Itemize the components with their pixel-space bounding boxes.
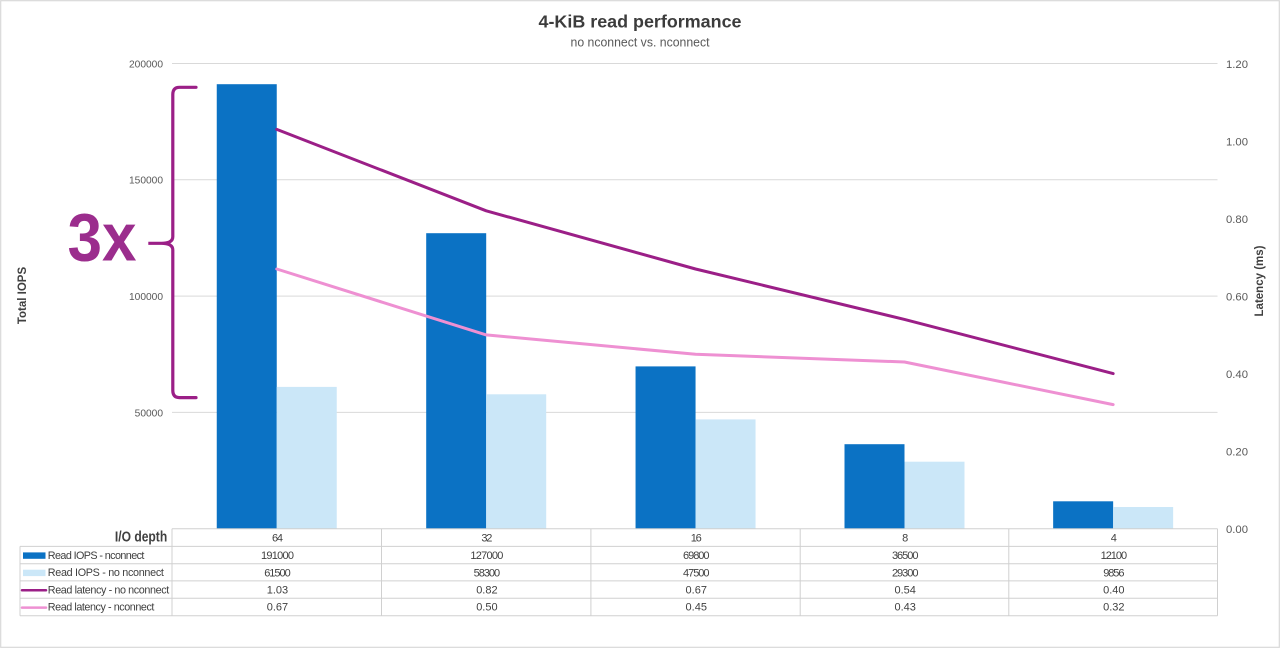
- svg-text:69800: 69800: [683, 550, 710, 562]
- svg-text:9856: 9856: [1103, 567, 1124, 579]
- svg-text:100000: 100000: [129, 292, 163, 303]
- svg-text:191000: 191000: [261, 550, 294, 562]
- svg-text:0.50: 0.50: [476, 602, 497, 614]
- svg-text:0.00: 0.00: [1226, 524, 1248, 536]
- svg-text:61500: 61500: [264, 567, 291, 579]
- svg-text:4: 4: [1111, 533, 1117, 545]
- svg-text:Total IOPS: Total IOPS: [17, 267, 29, 325]
- svg-text:29300: 29300: [892, 567, 919, 579]
- svg-text:0.82: 0.82: [476, 585, 497, 597]
- svg-text:50000: 50000: [135, 408, 164, 419]
- svg-text:no nconnect vs. nconnect: no nconnect vs. nconnect: [571, 34, 710, 49]
- svg-text:64: 64: [272, 533, 283, 545]
- svg-text:8: 8: [902, 533, 908, 545]
- svg-text:Latency (ms): Latency (ms): [1254, 245, 1266, 316]
- svg-text:16: 16: [691, 533, 702, 545]
- svg-text:0.32: 0.32: [1103, 602, 1124, 614]
- svg-text:Read latency - no nconnect: Read latency - no nconnect: [48, 584, 169, 596]
- svg-text:0.20: 0.20: [1226, 447, 1248, 459]
- svg-text:Read latency - nconnect: Read latency - nconnect: [48, 602, 155, 614]
- svg-text:47500: 47500: [683, 567, 710, 579]
- svg-text:0.43: 0.43: [894, 602, 915, 614]
- svg-text:0.67: 0.67: [267, 602, 288, 614]
- svg-text:0.40: 0.40: [1103, 585, 1124, 597]
- svg-text:32: 32: [481, 533, 492, 545]
- svg-text:0.54: 0.54: [894, 585, 915, 597]
- svg-text:3x: 3x: [68, 200, 137, 276]
- svg-text:0.67: 0.67: [686, 585, 707, 597]
- svg-text:200000: 200000: [129, 59, 163, 70]
- svg-text:Read IOPS - nconnect: Read IOPS - nconnect: [48, 550, 145, 562]
- svg-text:36500: 36500: [892, 550, 919, 562]
- svg-text:58300: 58300: [474, 567, 501, 579]
- svg-text:1.20: 1.20: [1226, 59, 1248, 71]
- svg-text:150000: 150000: [129, 176, 163, 187]
- svg-text:127000: 127000: [470, 550, 503, 562]
- svg-text:Read IOPS - no nconnect: Read IOPS - no nconnect: [48, 567, 164, 579]
- svg-text:1.03: 1.03: [267, 585, 288, 597]
- svg-text:4-KiB read performance: 4-KiB read performance: [539, 12, 742, 32]
- svg-text:12100: 12100: [1101, 550, 1128, 562]
- svg-text:I/O depth: I/O depth: [115, 530, 167, 546]
- svg-text:0.45: 0.45: [686, 602, 707, 614]
- svg-text:0.80: 0.80: [1226, 214, 1248, 226]
- svg-text:1.00: 1.00: [1226, 137, 1248, 149]
- svg-text:0.60: 0.60: [1226, 292, 1248, 304]
- svg-text:0.40: 0.40: [1226, 369, 1248, 381]
